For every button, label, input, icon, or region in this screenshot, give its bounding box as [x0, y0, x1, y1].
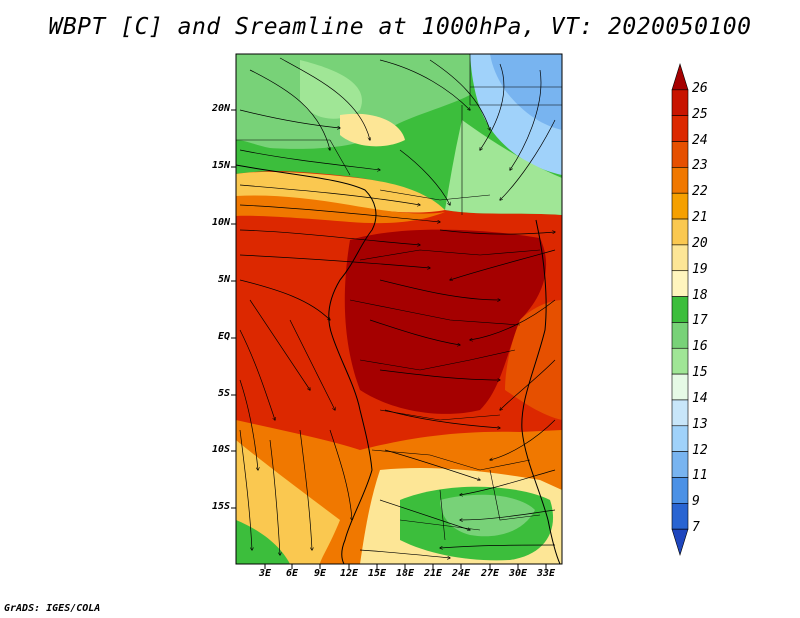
colorbar-swatch [671, 373, 689, 401]
orange-zone-east [505, 300, 562, 420]
colorbar-label: 16 [692, 339, 708, 355]
colorbar-swatch [671, 141, 689, 168]
colorbar-label: 11 [692, 468, 708, 484]
colorbar-swatch [671, 503, 689, 530]
blue-zone-ne-deep [490, 54, 562, 130]
y-tick-label: 15S [211, 501, 230, 512]
deep-red-core [344, 229, 547, 414]
x-tick-label: 9E [313, 568, 327, 579]
colorbar-label: 23 [692, 158, 708, 174]
colorbar-label: 20 [692, 235, 708, 251]
colorbar-label: 7 [692, 520, 700, 536]
colorbar-label: 21 [692, 210, 708, 226]
country-borders [236, 54, 562, 541]
colorbar [671, 62, 689, 557]
x-tick-label: 27E [480, 568, 500, 579]
colorbar-label: 19 [692, 261, 708, 277]
coastline-west [236, 164, 377, 564]
x-tick-label: 15E [367, 568, 387, 579]
colorbar-arrow-top [671, 62, 689, 91]
colorbar-swatch [671, 192, 689, 220]
yellow-patch-north [340, 113, 405, 147]
colorbar-label: 14 [692, 390, 708, 406]
colorbar-swatch [671, 218, 689, 246]
y-tick-label: 10S [211, 444, 230, 455]
colorbar-swatch [671, 347, 689, 375]
colorbar-arrow-bottom [671, 528, 689, 557]
colorbar-swatch [671, 477, 689, 504]
colorbar-swatch [671, 270, 689, 297]
x-tick-label: 12E [339, 568, 359, 579]
green-patch-sw [236, 520, 290, 564]
x-tick-label: 24E [451, 568, 471, 579]
colorbar-label: 13 [692, 416, 708, 432]
streamlines [239, 57, 555, 558]
y-tick-label: 5N [217, 274, 230, 285]
orange-band-north [236, 195, 445, 224]
x-tick-marks [264, 564, 547, 569]
colorbar-swatch [671, 322, 689, 349]
colorbar-swatch [671, 425, 689, 452]
chart-title: WBPT [C] and Sreamline at 1000hPa, VT: 2… [48, 14, 752, 40]
y-tick-label: 10N [211, 217, 230, 228]
colorbar-label: 24 [692, 132, 708, 148]
colorbar-swatch [671, 296, 689, 323]
colorbar-label: 9 [692, 494, 700, 510]
colorbar-label: 22 [692, 184, 708, 200]
x-tick-label: 21E [423, 568, 443, 579]
colorbar-swatch [671, 244, 689, 272]
colorbar-label: 17 [692, 313, 708, 329]
colorbar-label: 26 [692, 80, 708, 96]
yellow-band-north [236, 171, 445, 213]
x-tick-label: 33E [536, 568, 556, 579]
x-tick-label: 6E [285, 568, 299, 579]
coastline-east [521, 219, 561, 564]
x-tick-label: 30E [508, 568, 528, 579]
y-tick-label: 5S [217, 388, 230, 399]
x-tick-label: 18E [395, 568, 415, 579]
y-tick-label: EQ [217, 331, 230, 342]
map-frame [235, 53, 563, 565]
colorbar-swatch [671, 451, 689, 478]
colorbar-label: 18 [692, 287, 708, 303]
colorbar-label: 15 [692, 365, 708, 381]
yellow-zone-sw [236, 440, 340, 564]
colorbar-label: 25 [692, 106, 708, 122]
colorbar-swatch [671, 89, 689, 116]
light-green-south [440, 494, 535, 537]
y-tick-label: 15N [211, 160, 230, 171]
y-tick-label: 20N [211, 103, 230, 114]
x-tick-label: 3E [258, 568, 272, 579]
colorbar-swatch [671, 115, 689, 142]
colorbar-label: 12 [692, 442, 708, 458]
pale-green-patch [300, 60, 362, 119]
colorbar-swatch [671, 399, 689, 427]
pale-zone-ne [445, 120, 562, 215]
grads-credit: GrADS: IGES/COLA [4, 603, 101, 614]
y-tick-marks [231, 109, 236, 509]
map-field [236, 54, 562, 564]
colorbar-swatch [671, 167, 689, 194]
